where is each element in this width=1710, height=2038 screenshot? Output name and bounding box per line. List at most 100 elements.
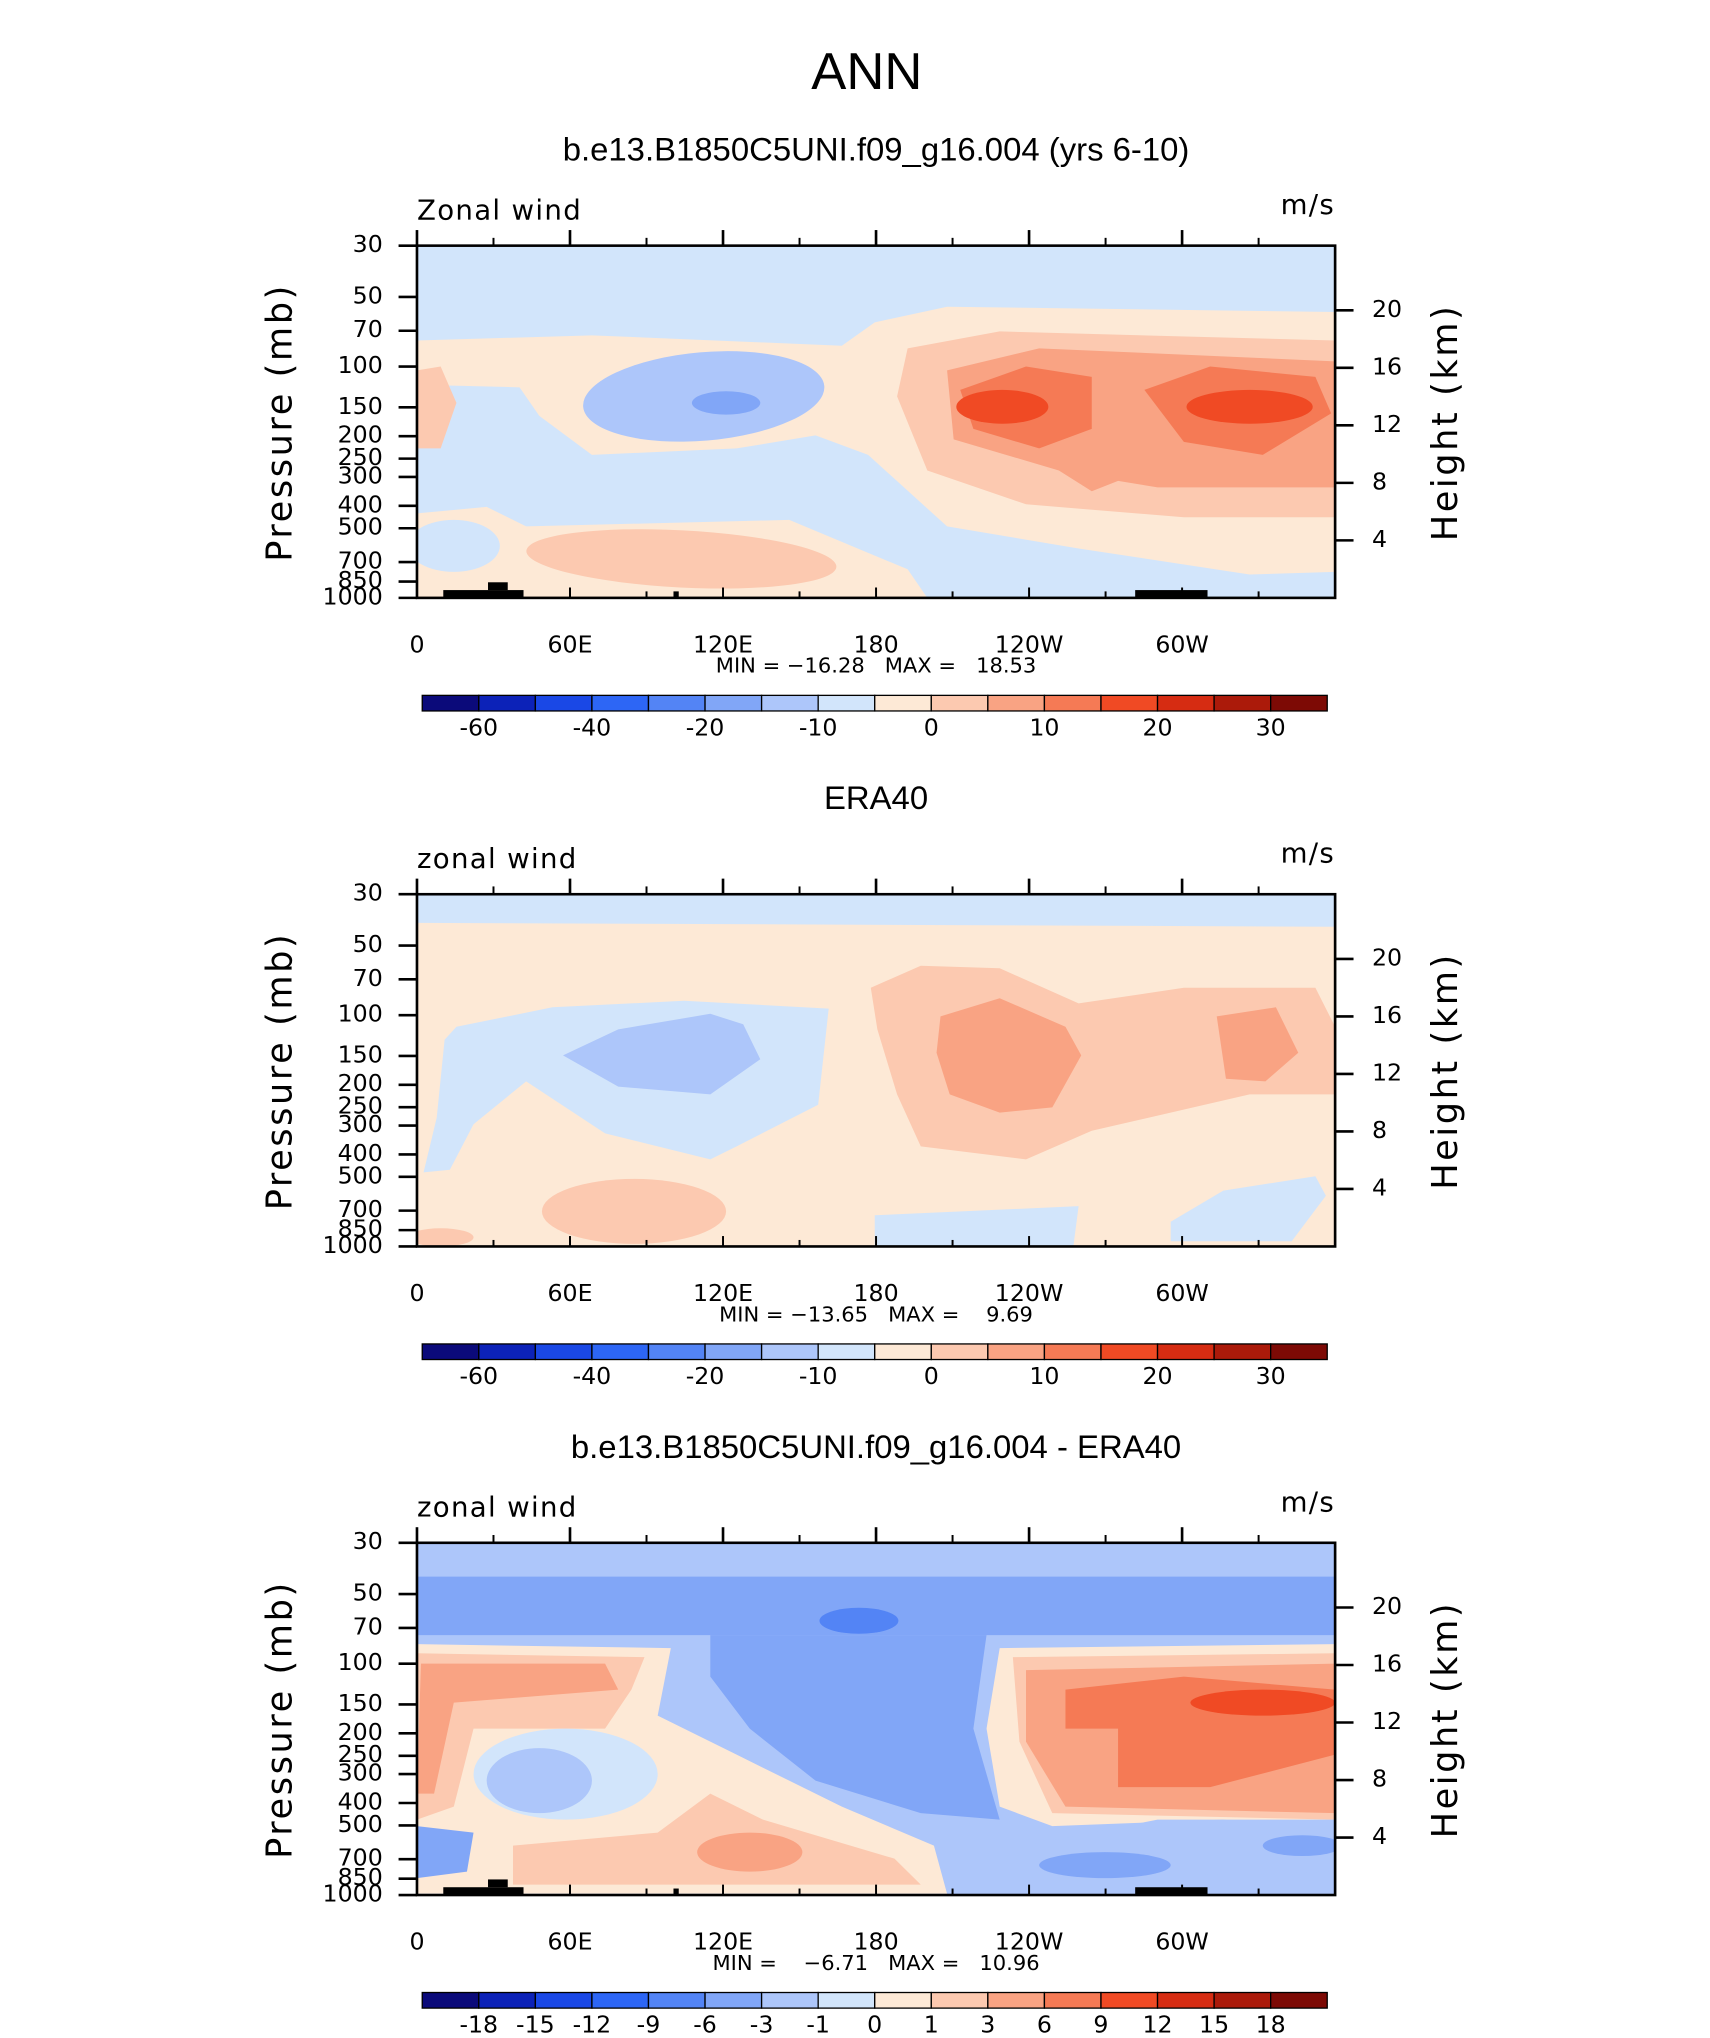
topography xyxy=(673,591,679,598)
colorbar-swatch xyxy=(1270,1991,1328,2009)
y-tick-label: 1000 xyxy=(323,582,383,610)
contour-region xyxy=(956,389,1049,424)
y-tick-label: 100 xyxy=(338,1000,383,1028)
colorbar-swatch xyxy=(930,1991,989,2009)
x-tick-label: 60W xyxy=(1155,631,1209,659)
x-tick-label: 120W xyxy=(995,1928,1064,1956)
y-tick-label: 850 xyxy=(338,1863,383,1891)
y2-tick-label: 20 xyxy=(1372,944,1402,972)
y-tick-label: 100 xyxy=(338,351,383,379)
colorbar-swatch xyxy=(421,694,480,712)
colorbar-label: -20 xyxy=(686,714,725,742)
contour-region xyxy=(416,1663,619,1794)
colorbar-swatch xyxy=(987,1343,1046,1361)
topography xyxy=(443,1887,524,1896)
units: m/s xyxy=(1281,1487,1336,1518)
colorbar-swatch xyxy=(760,694,819,712)
panel-annotation: Zonal wind xyxy=(417,195,582,226)
contour-region xyxy=(416,519,500,572)
min-max: MIN = −13.65 MAX = 9.69 xyxy=(719,1302,1033,1326)
colorbar-swatch xyxy=(704,694,763,712)
x-tick-label: 120W xyxy=(995,631,1064,659)
colorbar-label: -18 xyxy=(459,2011,498,2038)
colorbar-label: -15 xyxy=(516,2011,555,2038)
y-tick-label: 200 xyxy=(338,1718,383,1746)
colorbar-swatch xyxy=(647,1343,706,1361)
y2-tick-label: 16 xyxy=(1372,1650,1402,1678)
colorbar-swatch xyxy=(930,694,989,712)
contour-region xyxy=(1190,1689,1336,1716)
contour-field xyxy=(416,1542,1336,1896)
colorbar-swatch xyxy=(1270,1343,1328,1361)
y-tick-label: 300 xyxy=(338,462,383,490)
y-tick-label: 70 xyxy=(353,1613,383,1641)
y-tick-label: 30 xyxy=(353,879,383,907)
colorbar-swatch xyxy=(704,1343,763,1361)
y2-axis-label: Height (km) xyxy=(1425,1601,1466,1839)
colorbar-swatch xyxy=(1043,694,1102,712)
y-tick-label: 700 xyxy=(338,1195,383,1223)
colorbar-swatch xyxy=(421,1991,480,2009)
y2-axis-label: Height (km) xyxy=(1425,304,1466,542)
colorbar-label: 6 xyxy=(1037,2011,1052,2038)
colorbar-label: -3 xyxy=(750,2011,774,2038)
y2-tick-label: 16 xyxy=(1372,1001,1402,1029)
colorbar-swatch xyxy=(591,1343,650,1361)
y-tick-label: 300 xyxy=(338,1110,383,1138)
y-tick-label: 500 xyxy=(338,1810,383,1838)
y-tick-label: 200 xyxy=(338,1069,383,1097)
y-tick-label: 30 xyxy=(353,230,383,258)
y2-tick-label: 8 xyxy=(1372,1765,1387,1793)
colorbar-label: 0 xyxy=(924,714,939,742)
colorbar-label: 20 xyxy=(1142,1362,1172,1390)
y2-tick-label: 4 xyxy=(1372,1822,1387,1850)
y2-tick-label: 20 xyxy=(1372,295,1402,323)
colorbar-label: 0 xyxy=(924,1362,939,1390)
panel-annotation: zonal wind xyxy=(417,1493,578,1524)
y2-tick-label: 16 xyxy=(1372,352,1402,380)
colorbar-swatch xyxy=(817,694,876,712)
y-tick-label: 30 xyxy=(353,1527,383,1555)
colorbar-swatch xyxy=(760,1991,819,2009)
colorbar-swatch xyxy=(534,694,593,712)
colorbar-swatch xyxy=(874,1343,932,1361)
colorbar-swatch xyxy=(874,694,932,712)
colorbar-label: 0 xyxy=(867,2011,882,2038)
colorbar-label: 30 xyxy=(1256,714,1286,742)
colorbar-swatch xyxy=(478,1991,537,2009)
y2-tick-label: 12 xyxy=(1372,1707,1402,1735)
topography xyxy=(1135,1887,1208,1896)
y-tick-label: 850 xyxy=(338,566,383,594)
y-tick-label: 250 xyxy=(338,1740,383,1768)
contour-region xyxy=(416,894,1336,927)
contour-region xyxy=(486,1748,592,1814)
y-tick-label: 400 xyxy=(338,490,383,518)
contour-region xyxy=(936,998,1082,1113)
colorbar-label: -10 xyxy=(799,1362,838,1390)
contour-region xyxy=(562,1013,761,1095)
y-axis-label: Pressure (mb) xyxy=(259,1580,300,1859)
y2-tick-label: 8 xyxy=(1372,1116,1387,1144)
colorbar-label: -20 xyxy=(686,1362,725,1390)
colorbar-swatch xyxy=(874,1991,932,2009)
topography xyxy=(673,1888,679,1896)
panel-title: b.e13.B1850C5UNI.f09_g16.004 (yrs 6-10) xyxy=(563,131,1190,168)
min-max: MIN = −16.28 MAX = 18.53 xyxy=(716,654,1036,678)
contour-region xyxy=(416,1826,474,1879)
colorbar-label: -6 xyxy=(693,2011,717,2038)
colorbar-swatch xyxy=(1043,1991,1102,2009)
topography xyxy=(443,590,524,598)
x-tick-label: 120E xyxy=(693,631,753,659)
x-tick-label: 180 xyxy=(853,1928,898,1956)
colorbar-label: 12 xyxy=(1142,2011,1172,2038)
colorbar-swatch xyxy=(1213,1991,1272,2009)
x-tick-label: 60W xyxy=(1155,1928,1209,1956)
contour-region xyxy=(416,1576,1336,1636)
x-tick-label: 0 xyxy=(409,1928,424,1956)
y2-tick-label: 20 xyxy=(1372,1592,1402,1620)
colorbar-swatch xyxy=(704,1991,763,2009)
contour-region xyxy=(691,391,761,415)
y2-tick-label: 8 xyxy=(1372,467,1387,495)
y-tick-label: 250 xyxy=(338,443,383,471)
